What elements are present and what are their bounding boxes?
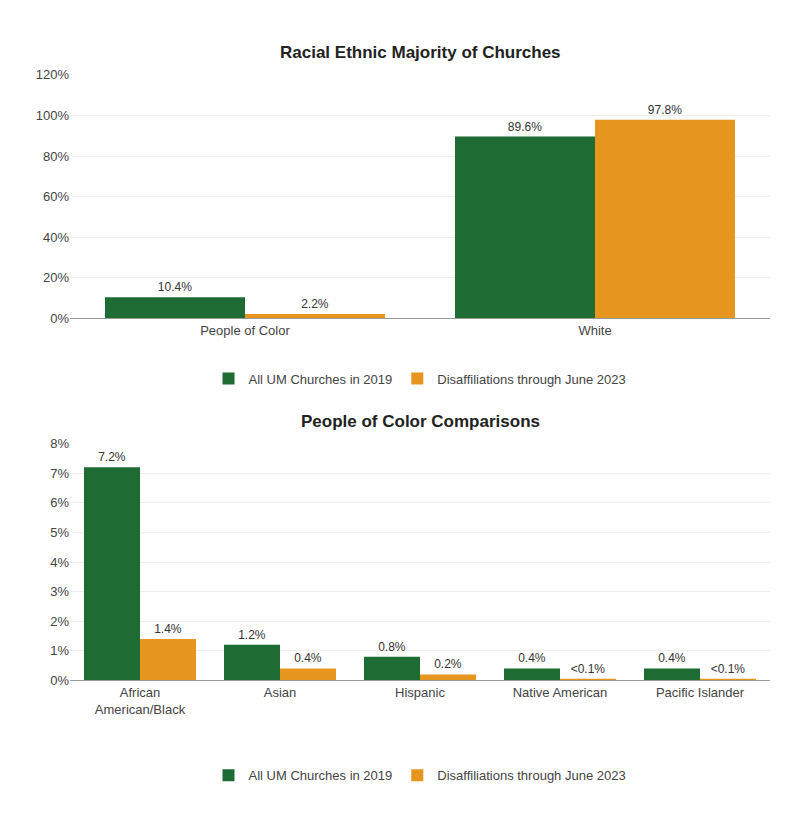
svg-text:Asian: Asian bbox=[264, 685, 297, 700]
svg-text:120%: 120% bbox=[36, 67, 70, 82]
svg-text:2.2%: 2.2% bbox=[301, 297, 329, 311]
svg-text:40%: 40% bbox=[43, 230, 69, 245]
svg-text:10.4%: 10.4% bbox=[158, 280, 192, 294]
svg-text:100%: 100% bbox=[36, 108, 70, 123]
svg-text:0.4%: 0.4% bbox=[518, 651, 546, 665]
svg-text:Racial Ethnic Majority of Chur: Racial Ethnic Majority of Churches bbox=[280, 43, 561, 62]
svg-text:0.8%: 0.8% bbox=[378, 640, 406, 654]
svg-text:Pacific Islander: Pacific Islander bbox=[656, 685, 745, 700]
svg-text:7%: 7% bbox=[50, 466, 69, 481]
svg-text:20%: 20% bbox=[43, 270, 69, 285]
svg-text:White: White bbox=[578, 323, 611, 338]
svg-text:7.2%: 7.2% bbox=[98, 450, 126, 464]
svg-text:All UM Churches in 2019: All UM Churches in 2019 bbox=[249, 768, 393, 783]
svg-text:<0.1%: <0.1% bbox=[571, 662, 606, 676]
svg-text:1.4%: 1.4% bbox=[154, 622, 182, 636]
svg-text:Disaffiliations through June 2: Disaffiliations through June 2023 bbox=[437, 372, 625, 387]
svg-text:Hispanic: Hispanic bbox=[395, 685, 445, 700]
svg-text:8%: 8% bbox=[50, 436, 69, 451]
svg-text:People of Color Comparisons: People of Color Comparisons bbox=[301, 412, 540, 431]
svg-text:0.2%: 0.2% bbox=[434, 657, 462, 671]
svg-text:0.4%: 0.4% bbox=[294, 651, 322, 665]
svg-text:6%: 6% bbox=[50, 495, 69, 510]
svg-text:0%: 0% bbox=[50, 673, 69, 688]
svg-text:89.6%: 89.6% bbox=[508, 120, 542, 134]
svg-text:80%: 80% bbox=[43, 149, 69, 164]
svg-text:1%: 1% bbox=[50, 643, 69, 658]
svg-text:0%: 0% bbox=[50, 311, 69, 326]
svg-text:Disaffiliations through June 2: Disaffiliations through June 2023 bbox=[437, 768, 625, 783]
svg-text:2%: 2% bbox=[50, 614, 69, 629]
svg-text:People of Color: People of Color bbox=[200, 323, 290, 338]
svg-text:<0.1%: <0.1% bbox=[711, 662, 746, 676]
svg-text:3%: 3% bbox=[50, 584, 69, 599]
svg-text:0.4%: 0.4% bbox=[658, 651, 686, 665]
svg-text:4%: 4% bbox=[50, 555, 69, 570]
svg-text:60%: 60% bbox=[43, 189, 69, 204]
svg-text:AfricanAmerican/Black: AfricanAmerican/Black bbox=[95, 685, 186, 717]
svg-text:5%: 5% bbox=[50, 525, 69, 540]
svg-text:All UM Churches in 2019: All UM Churches in 2019 bbox=[249, 372, 393, 387]
svg-text:Native American: Native American bbox=[513, 685, 608, 700]
svg-text:97.8%: 97.8% bbox=[648, 103, 682, 117]
svg-text:1.2%: 1.2% bbox=[238, 628, 266, 642]
